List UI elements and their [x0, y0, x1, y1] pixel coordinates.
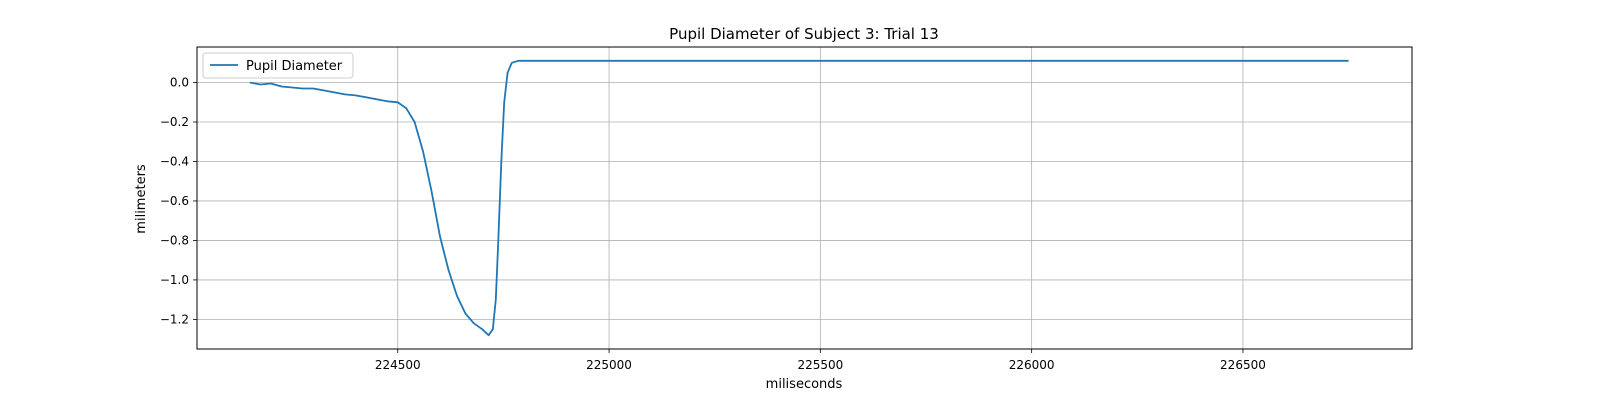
x-tick-label: 225000 [586, 358, 632, 372]
x-axis-label: miliseconds [766, 377, 843, 392]
x-ticks: 224500 225000 225500 226000 226500 [375, 349, 1266, 372]
grid [197, 47, 1412, 349]
legend-label: Pupil Diameter [246, 59, 343, 74]
y-tick-label: −1.0 [160, 273, 189, 287]
series-line-pupil-diameter [249, 59, 1349, 337]
chart-title: Pupil Diameter of Subject 3: Trial 13 [669, 25, 939, 43]
y-tick-label: −1.2 [160, 312, 189, 326]
legend: Pupil Diameter [202, 52, 354, 79]
x-tick-label: 226500 [1220, 358, 1266, 372]
y-axis-label: milimeters [134, 164, 149, 234]
y-tick-label: −0.8 [160, 233, 189, 247]
plot-frame [196, 46, 1413, 350]
line-layer [249, 59, 1349, 337]
y-ticks: 0.0 −0.2 −0.4 −0.6 −0.8 −1.0 −1.2 [160, 76, 197, 326]
legend-box [202, 52, 354, 79]
y-tick-label: −0.4 [160, 154, 189, 168]
x-tick-label: 224500 [375, 358, 421, 372]
x-tick-label: 226000 [1009, 358, 1055, 372]
y-tick-label: 0.0 [170, 76, 189, 90]
y-tick-label: −0.6 [160, 194, 189, 208]
y-tick-label: −0.2 [160, 115, 189, 129]
x-tick-label: 225500 [797, 358, 843, 372]
